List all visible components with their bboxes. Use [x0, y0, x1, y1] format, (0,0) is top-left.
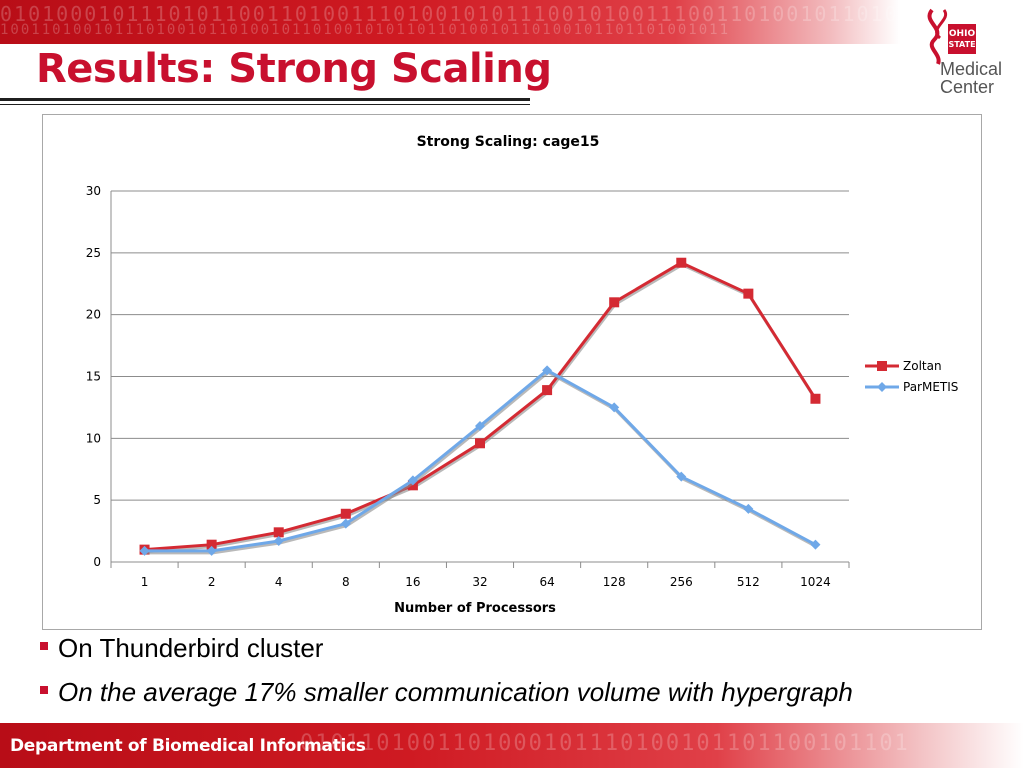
series-line	[144, 368, 817, 553]
x-tick-label: 512	[737, 575, 760, 589]
legend-marker	[877, 382, 887, 392]
logo-text: Medical Center	[940, 60, 1002, 96]
grid	[111, 190, 849, 501]
title-underline	[0, 98, 530, 101]
binary-pattern-decoration: 0101000101110101100110100111010010101110…	[0, 2, 899, 26]
x-tick-label: 1024	[800, 575, 831, 589]
footer-banner: 0101101001101000101110100101101100101101…	[0, 723, 1024, 768]
series-shadow	[145, 370, 818, 555]
x-tick-label: 4	[275, 575, 283, 589]
binary-pattern-decoration: 1001101001011101001011010010110100101011…	[0, 22, 731, 38]
legend-label: Zoltan	[903, 359, 942, 373]
ohio-state-logo-icon: OHIO STATE	[918, 6, 1018, 98]
y-tick-label: 20	[86, 308, 101, 322]
x-tick-label: 16	[405, 575, 420, 589]
header-banner: 0101000101110101100110100111010010101110…	[0, 0, 900, 44]
bullet-square-icon	[40, 686, 48, 695]
y-tick-label: 0	[93, 555, 101, 569]
data-point	[609, 402, 620, 413]
chart-container: Strong Scaling: cage15 0 5 10 15 20 25 30 1 2 4 8 1…	[42, 114, 982, 630]
data-point	[810, 393, 821, 404]
data-point	[676, 471, 687, 482]
slide-title: Results: Strong Scaling	[36, 46, 552, 92]
axes: 0 5 10 15 20 25 30 1 2 4 8 16 32 64 128 256 512 1024	[86, 184, 850, 589]
bullet-square-icon	[40, 642, 48, 651]
y-tick-label: 15	[86, 370, 101, 384]
x-tick-label: 256	[670, 575, 693, 589]
y-tick-label: 5	[93, 493, 101, 507]
series	[139, 257, 821, 556]
data-point	[609, 297, 620, 308]
data-point	[206, 545, 217, 556]
data-point	[743, 288, 754, 299]
data-point	[206, 539, 217, 550]
bullet-text: On Thunderbird cluster	[58, 633, 324, 663]
data-point	[139, 545, 150, 556]
bullet-item: On Thunderbird cluster	[40, 633, 323, 664]
x-tick-label: 64	[539, 575, 554, 589]
logo-line-2: Center	[940, 77, 995, 97]
data-point	[273, 535, 284, 546]
data-point	[340, 518, 351, 529]
x-axis-label: Number of Processors	[394, 601, 556, 616]
data-point	[542, 385, 553, 396]
legend-label: ParMETIS	[903, 380, 958, 394]
x-tick-label: 1	[141, 575, 149, 589]
legend-marker	[877, 361, 887, 371]
legend: Zoltan ParMETIS	[865, 359, 958, 394]
data-point	[542, 365, 553, 376]
footer-department-name: Department of Biomedical Informatics	[10, 736, 366, 756]
bullet-text: On the average 17% smaller communication…	[58, 677, 853, 707]
binary-pattern-decoration: 0101101001101000101110100101101100101101	[300, 731, 910, 756]
data-point	[475, 438, 485, 449]
data-point	[273, 527, 284, 538]
y-tick-label: 25	[86, 246, 101, 260]
svg-text:OHIO: OHIO	[949, 29, 976, 39]
y-tick-label: 30	[86, 184, 101, 198]
chart-title: Strong Scaling: cage15	[417, 134, 600, 150]
title-underline-thin	[0, 104, 530, 105]
logo-line-1: Medical	[940, 59, 1003, 79]
data-point	[340, 508, 351, 519]
data-point	[743, 503, 754, 514]
svg-text:STATE: STATE	[948, 40, 975, 49]
x-tick-label: 32	[472, 575, 487, 589]
data-point	[407, 475, 418, 486]
series-shadow	[145, 263, 818, 554]
x-tick-label: 8	[342, 575, 350, 589]
y-tick-label: 10	[86, 431, 101, 445]
series-line	[144, 261, 817, 552]
x-tick-label: 2	[208, 575, 216, 589]
bullet-item: On the average 17% smaller communication…	[40, 677, 853, 708]
x-tick-label: 128	[603, 575, 626, 589]
data-point	[475, 420, 485, 431]
data-point	[810, 539, 821, 550]
line-chart: Strong Scaling: cage15 0 5 10 15 20 25 30 1 2 4 8 1…	[86, 134, 959, 616]
data-point	[676, 257, 687, 268]
